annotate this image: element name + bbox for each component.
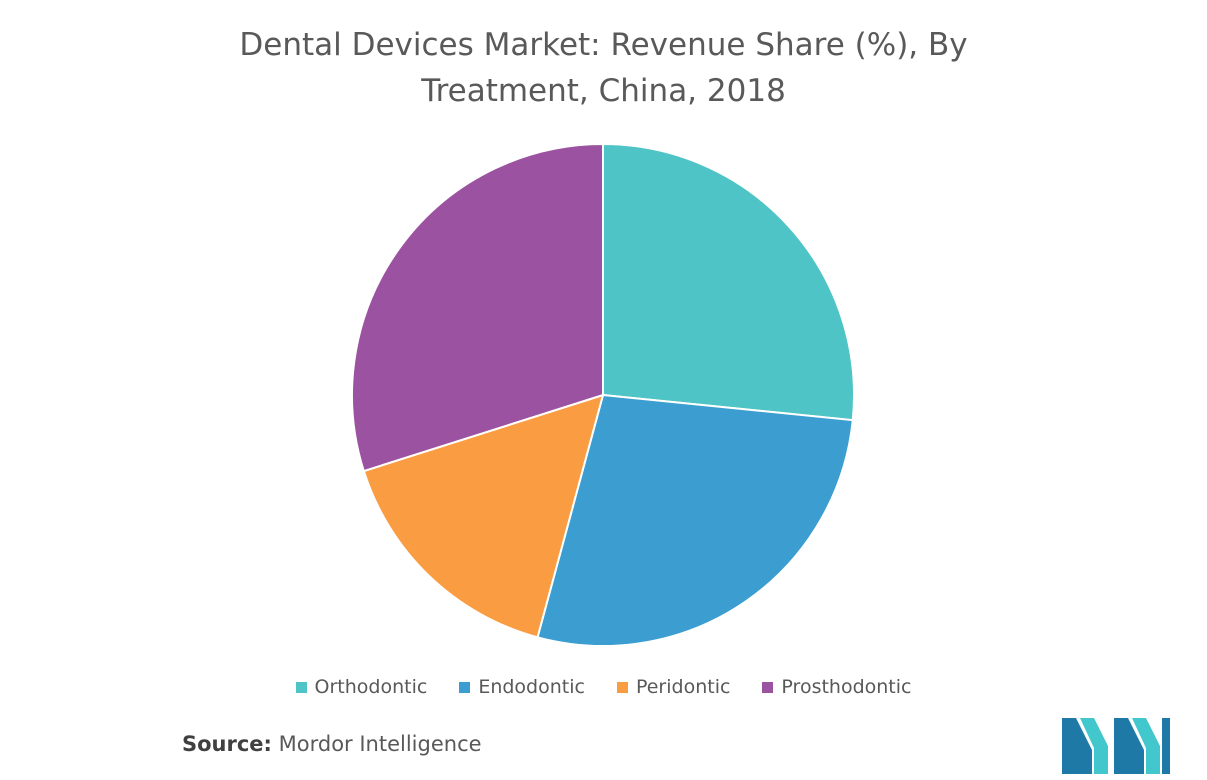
legend-item-endodontic: Endodontic (459, 676, 585, 698)
legend-swatch-prosthodontic (762, 681, 774, 693)
mordor-intelligence-logo-icon (1062, 718, 1170, 774)
pie-slice-endodontic (536, 393, 854, 647)
legend-item-orthodontic: Orthodontic (295, 676, 428, 698)
chart-legend: Orthodontic Endodontic Peridontic Prosthodo… (0, 676, 1207, 698)
source-text: Mordor Intelligence (278, 732, 482, 756)
chart-title: Dental Devices Market: Revenue Share (%)… (0, 22, 1207, 114)
source-label: Source: (182, 732, 272, 756)
legend-item-prosthodontic: Prosthodontic (762, 676, 911, 698)
source-note: Source: Mordor Intelligence (182, 732, 482, 756)
legend-swatch-endodontic (459, 681, 471, 693)
pie-slice-prosthodontic (351, 142, 604, 473)
pie-slice-orthodontic (602, 142, 855, 422)
legend-swatch-peridontic (616, 681, 628, 693)
legend-label-peridontic: Peridontic (635, 676, 731, 698)
chart-title-line-1: Dental Devices Market: Revenue Share (%)… (239, 27, 968, 63)
logo-shape-4 (1132, 718, 1160, 774)
legend-label-prosthodontic: Prosthodontic (781, 676, 912, 698)
logo-shape-5 (1162, 718, 1170, 774)
logo-shape-1 (1062, 718, 1092, 774)
logo-shape-3 (1114, 718, 1144, 774)
legend-label-endodontic: Endodontic (478, 676, 585, 698)
logo-shape-2 (1080, 718, 1108, 774)
legend-label-orthodontic: Orthodontic (314, 676, 428, 698)
legend-item-peridontic: Peridontic (616, 676, 731, 698)
legend-swatch-orthodontic (295, 681, 307, 693)
pie-slice-peridontic (362, 393, 605, 639)
chart-title-line-2: Treatment, China, 2018 (421, 73, 786, 109)
